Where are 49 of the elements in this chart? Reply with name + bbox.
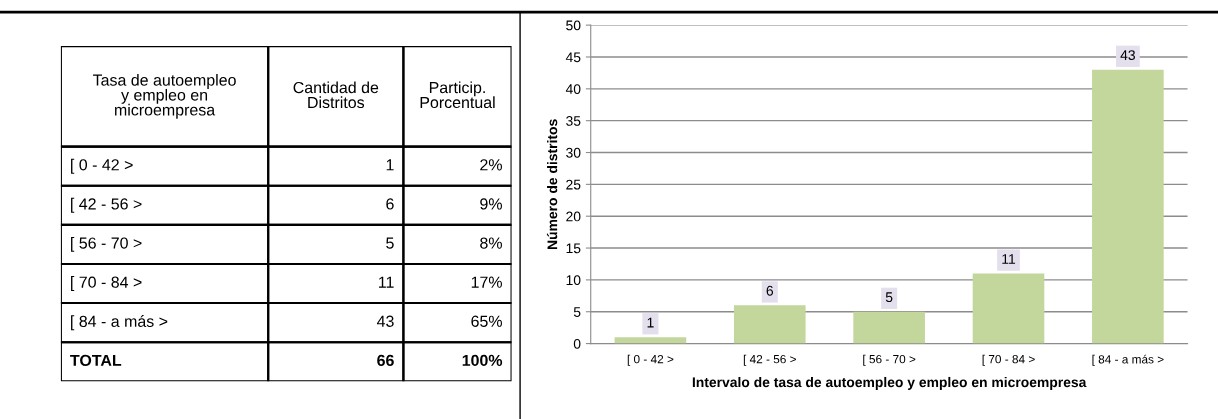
text: 5	[386, 237, 394, 249]
bar	[1092, 69, 1164, 344]
text: 11	[379, 276, 394, 288]
data-label: 1	[647, 317, 654, 328]
text: Cantidad de Distritos	[293, 81, 379, 109]
text: 1	[386, 159, 394, 171]
y-tick-label: 20	[566, 211, 581, 222]
x-tick-label: [ 0 - 42 >	[627, 354, 674, 366]
data-label: 11	[1002, 254, 1016, 264]
text: 100%	[462, 354, 503, 367]
text: 65%	[471, 315, 502, 327]
y-tick-label: 15	[566, 243, 581, 254]
x-tick-label: [ 70 - 84 >	[982, 354, 1035, 366]
bar	[733, 305, 806, 344]
y-tick-label: 25	[566, 179, 581, 190]
text: [ 84 - a más >	[71, 315, 168, 331]
x-tick-label: [ 84 - a más >	[1092, 354, 1164, 366]
text: 9%	[480, 198, 502, 210]
text: [ 42 - 56 >	[71, 197, 142, 213]
bar	[614, 337, 687, 344]
y-tick-label: 10	[566, 275, 581, 286]
text: [ 70 - 84 >	[71, 276, 142, 291]
text: [ 56 - 70 >	[71, 236, 142, 252]
text: TOTAL	[70, 354, 122, 367]
y-tick-label: 40	[565, 84, 581, 94]
y-tick-label: 5	[573, 307, 581, 317]
text: 17%	[471, 276, 502, 288]
text: 8%	[480, 237, 502, 249]
text: [ 0 - 42 >	[71, 158, 133, 174]
y-axis-title: Número de distritos	[546, 119, 558, 250]
text: Tasa de autoempleo y empleo en microempresa	[92, 74, 236, 119]
bar	[972, 273, 1045, 344]
data-label: 43	[1120, 50, 1135, 61]
data-label: 5	[885, 292, 893, 303]
y-tick-label: 0	[573, 338, 581, 349]
data-label: 6	[766, 285, 774, 296]
x-tick-label: [ 56 - 70 >	[863, 354, 916, 366]
text: 6	[386, 198, 394, 210]
text: 43	[376, 315, 394, 327]
y-tick-label: 45	[565, 52, 581, 63]
text: Particip. Porcentual	[420, 81, 495, 109]
y-tick-label: 50	[566, 20, 581, 31]
bar	[853, 311, 925, 344]
x-tick-label: [ 42 - 56 >	[743, 354, 796, 366]
y-tick-label: 30	[566, 147, 581, 158]
x-axis-title: Intervalo de tasa de autoempleo y empleo en microempresa	[692, 376, 1087, 390]
y-tick-label: 35	[566, 116, 581, 126]
text: 2%	[480, 159, 502, 171]
text: 66	[377, 354, 394, 367]
